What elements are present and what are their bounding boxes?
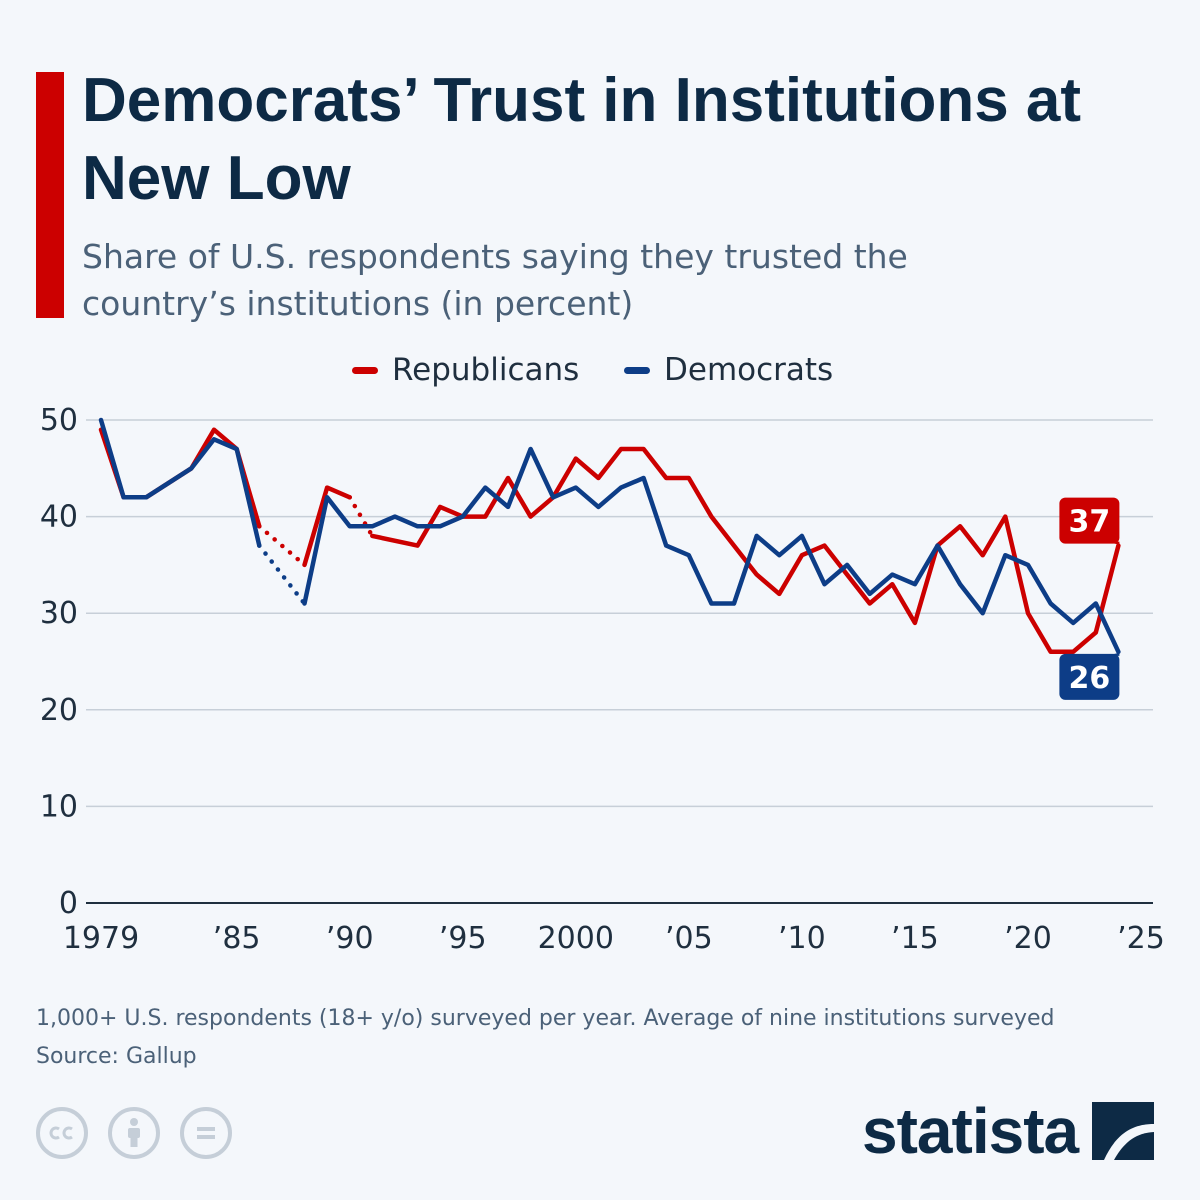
democrats-end-label: 26 [1069,661,1111,696]
x-tick-label-2025: ’25 [1117,921,1165,956]
republicans-gap-segment [347,495,375,539]
legend-label-republicans: Republicans [392,352,580,388]
chart-title: Democrats’ Trust in Institutions at New … [82,66,1082,213]
x-tick-label-2000: 2000 [538,921,614,956]
democrats-line-segment [98,417,262,548]
x-tick-label-1990: ’90 [326,921,374,956]
y-tick-label-20: 20 [40,693,78,728]
y-tick-label-10: 10 [40,789,78,824]
line-chart: 0 10 20 30 40 50 1979 ’85 ’90 ’95 2000 ’05 ’10 ’15 ’20… [40,403,1165,956]
cc-icon[interactable] [36,1107,88,1159]
x-tick-label-1995: ’95 [439,921,487,956]
legend-label-democrats: Democrats [664,352,834,388]
republicans-end-label: 37 [1069,505,1111,540]
democrats-end-label-box [1059,653,1120,700]
footnote-text: 1,000+ U.S. respondents (18+ y/o) survey… [36,1006,1055,1031]
republicans-end-label-box [1059,497,1120,544]
attribution-icon[interactable] [108,1107,160,1159]
license-icons [36,1107,252,1159]
x-tick-label-1979: 1979 [63,921,139,956]
x-tick-label-2010: ’10 [778,921,826,956]
y-tick-label-50: 50 [40,403,78,438]
republicans-end-label-pointer [1104,541,1120,545]
democrats-gap-segment [257,543,307,606]
legend-item-democrats[interactable]: Democrats [624,348,833,392]
x-tick-label-2020: ’20 [1004,921,1052,956]
y-tick-label-40: 40 [40,500,78,535]
legend-item-republicans[interactable]: Republicans [352,348,579,392]
title-accent-bar [36,72,64,318]
chart-legend: Republicans Democrats [0,348,1200,392]
republicans-gap-segment [257,524,307,568]
democrats-end-label-pointer [1104,652,1120,656]
statista-wordmark: statista [862,1095,1079,1167]
x-tick-label-2005: ’05 [665,921,713,956]
y-tick-label-0: 0 [59,886,78,921]
x-tick-label-2015: ’15 [891,921,939,956]
statista-mark-icon [1092,1102,1155,1160]
statista-logo[interactable]: statista [862,1094,1155,1168]
x-tick-label-1985: ’85 [213,921,261,956]
legend-swatch-democrats [624,366,650,374]
no-derivatives-icon[interactable] [180,1107,232,1159]
footnote: 1,000+ U.S. respondents (18+ y/o) survey… [36,1000,1156,1076]
republicans-line-segment [302,485,352,568]
democrats-line-segment [302,446,1121,655]
chart-subtitle: Share of U.S. respondents saying they tr… [82,237,908,323]
y-tick-label-30: 30 [40,596,78,631]
republicans-line-segment [370,446,1121,655]
source-text[interactable]: Source: Gallup [36,1044,197,1069]
legend-swatch-republicans [352,366,378,374]
